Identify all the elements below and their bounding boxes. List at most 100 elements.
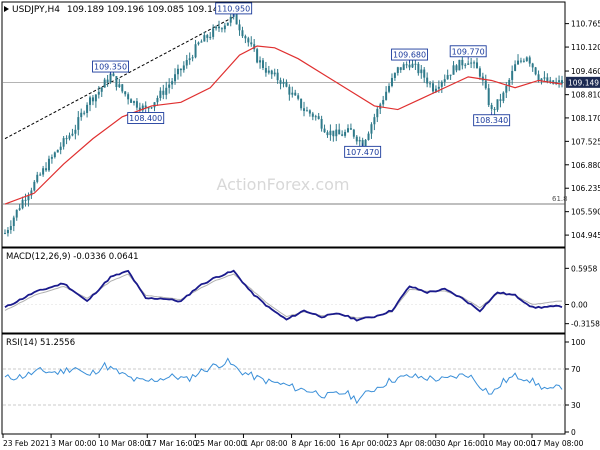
- macd-tick-label: 0.5958: [571, 264, 597, 273]
- candle-body: [367, 133, 370, 140]
- candle-body: [426, 77, 429, 84]
- candle-body: [218, 26, 221, 29]
- candle-body: [200, 41, 203, 43]
- price-tick-label: 107.525: [571, 137, 600, 146]
- candle-body: [226, 22, 229, 26]
- candle-body: [352, 129, 355, 137]
- candle-body: [317, 116, 320, 119]
- macd-axis: 0.5958 0.00 -0.3158: [565, 264, 600, 329]
- candle-body: [223, 25, 226, 30]
- candle-body: [399, 67, 402, 70]
- candle-body: [100, 87, 103, 92]
- time-tick-label: 30 Apr 16:00: [436, 439, 485, 448]
- candle-body: [414, 63, 417, 65]
- candle-body: [33, 181, 36, 191]
- candle-body: [279, 80, 282, 84]
- candle-body: [308, 110, 311, 114]
- candle-body: [135, 101, 138, 108]
- candle-body: [91, 97, 94, 102]
- candle-body: [127, 94, 130, 100]
- price-tick-label: 105.590: [571, 208, 600, 217]
- candle-body: [487, 88, 490, 106]
- callout-label: 108.340: [475, 116, 508, 125]
- price-callouts: 110.950 109.350 108.400 109.680 107.470 109.7…: [92, 2, 511, 158]
- time-tick-label: 23 Feb 2021: [3, 439, 50, 448]
- candle-body: [270, 70, 273, 75]
- candle-body: [273, 72, 276, 75]
- candle-body: [282, 81, 285, 84]
- price-axis: 110.765 110.120 109.460 108.810 108.170 107.5…: [565, 20, 600, 240]
- candle-body: [332, 130, 335, 137]
- candle-body: [212, 28, 215, 37]
- candle-body: [30, 190, 33, 196]
- candle-body: [267, 70, 270, 73]
- moving-average: [4, 45, 563, 205]
- candle-body: [470, 62, 473, 64]
- candle-body: [344, 131, 347, 136]
- candle-body: [182, 65, 185, 71]
- callout-box: [473, 114, 511, 127]
- rsi-tick-label: 70: [571, 365, 581, 374]
- candle-body: [42, 168, 45, 175]
- candle-body: [294, 92, 297, 96]
- time-tick-label: 10 Mar 08:00: [99, 439, 149, 448]
- last-price-label: 109.149: [568, 78, 599, 87]
- candle-body: [47, 158, 50, 171]
- candle-body: [511, 70, 514, 80]
- candle-body: [71, 133, 74, 136]
- candle-body: [420, 69, 423, 74]
- time-tick-label: 17 Mar 16:00: [147, 439, 197, 448]
- candle-body: [405, 64, 408, 66]
- candle-body: [508, 79, 511, 86]
- candle-body: [174, 74, 177, 82]
- candle-body: [364, 139, 367, 148]
- candle-body: [261, 60, 264, 68]
- price-tick-label: 106.235: [571, 184, 600, 193]
- candle-body: [390, 77, 393, 86]
- candle-body: [179, 68, 182, 71]
- candle-body: [264, 67, 267, 73]
- candle-body: [147, 107, 150, 109]
- candle-body: [89, 97, 92, 105]
- candle-body: [458, 59, 461, 71]
- candle-body: [385, 91, 388, 100]
- candle-body: [335, 129, 338, 137]
- candle-body: [159, 90, 162, 98]
- candle-body: [546, 77, 549, 83]
- candle-body: [162, 90, 165, 95]
- callout-label: 109.350: [94, 63, 127, 72]
- candle-body: [358, 140, 361, 142]
- macd-lines: [4, 269, 563, 322]
- price-tick-label: 109.460: [571, 67, 600, 76]
- candle-body: [449, 74, 452, 76]
- candle-body: [109, 73, 112, 83]
- arrow-icon: [4, 6, 9, 12]
- candle-body: [168, 84, 171, 88]
- candle-body: [141, 105, 144, 111]
- watermark: ActionForex.com: [216, 175, 349, 194]
- candle-body: [393, 72, 396, 78]
- candle-body: [455, 65, 458, 71]
- candle-body: [525, 57, 528, 61]
- candle-body: [229, 16, 232, 23]
- candle-body: [15, 209, 18, 218]
- candle-body: [220, 28, 223, 30]
- candle-body: [561, 80, 563, 84]
- candle-body: [144, 105, 147, 108]
- candle-body: [338, 129, 341, 135]
- candle-body: [4, 233, 6, 235]
- price-tick-label: 106.880: [571, 161, 600, 170]
- candle-body: [429, 83, 432, 85]
- candle-body: [311, 113, 314, 117]
- candle-body: [59, 146, 62, 150]
- candle-body: [370, 124, 373, 134]
- candle-body: [326, 132, 329, 136]
- candle-body: [320, 118, 323, 129]
- candle-body: [27, 195, 30, 201]
- macd-title: MACD(12,26,9) -0.0336 0.0641: [6, 252, 139, 262]
- rsi-axis: 100 70 30 0: [565, 338, 586, 437]
- candle-body: [209, 36, 212, 38]
- candle-body: [443, 79, 446, 82]
- candle-body: [499, 99, 502, 101]
- candle-body: [50, 157, 53, 159]
